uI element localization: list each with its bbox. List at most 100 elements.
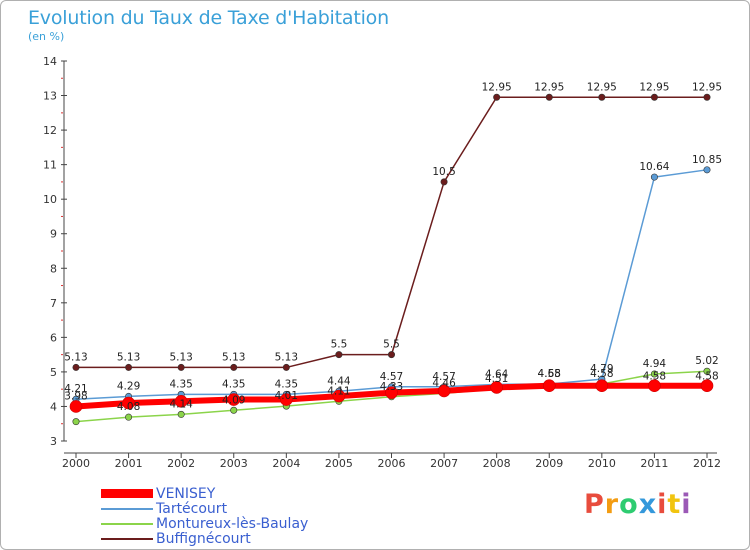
data-label: 4.57 — [432, 371, 455, 383]
data-label: 12.95 — [482, 81, 512, 93]
data-label: 5.02 — [695, 355, 718, 367]
legend-item: Tartécourt — [101, 500, 308, 517]
data-point — [703, 367, 711, 375]
data-label: 12.95 — [692, 81, 722, 93]
y-tick-label: 11 — [43, 159, 57, 172]
data-label: 4.64 — [485, 368, 509, 380]
data-point — [437, 384, 451, 398]
logo-letter: i — [657, 489, 668, 520]
data-point — [387, 351, 395, 359]
data-label: 5.13 — [169, 351, 192, 363]
data-point — [282, 363, 290, 371]
data-point — [125, 363, 133, 371]
logo-letter: r — [604, 489, 620, 520]
y-tick-label: 12 — [43, 124, 57, 137]
legend-swatch — [101, 537, 153, 540]
logo-letter: i — [681, 489, 692, 520]
data-label: 10.85 — [692, 154, 722, 166]
data-label: 4.51 — [485, 373, 508, 385]
data-label: 10.64 — [639, 161, 669, 173]
data-point — [174, 394, 188, 408]
data-label: 5.5 — [331, 339, 348, 351]
data-label: 4.29 — [117, 380, 140, 392]
data-point — [703, 166, 711, 174]
legend-item: Montureux-lès-Baulay — [101, 515, 309, 532]
data-point — [598, 93, 606, 101]
y-tick-label: 3 — [50, 435, 57, 448]
data-point — [227, 393, 241, 406]
data-point — [440, 178, 448, 186]
data-label: 4.33 — [380, 381, 403, 393]
data-label: 4.01 — [275, 390, 298, 402]
data-label: 4.58 — [643, 370, 666, 382]
x-tick-label: 2004 — [272, 457, 300, 470]
data-point — [177, 410, 185, 418]
legend-label: Buffignécourt — [156, 530, 251, 547]
data-label: 4.94 — [643, 358, 667, 370]
data-label: 4.58 — [590, 368, 613, 380]
logo-letter: P — [584, 489, 605, 520]
data-label: 4.35 — [222, 378, 245, 390]
legend-item: Buffignécourt — [101, 530, 308, 547]
legend-swatch — [101, 522, 153, 525]
data-label: 3.98 — [64, 390, 87, 402]
data-point — [542, 379, 556, 393]
data-label: 4.21 — [64, 383, 87, 395]
data-label: 4.35 — [275, 378, 298, 390]
data-label: 12.95 — [587, 81, 617, 93]
data-point — [335, 351, 343, 359]
data-point — [703, 93, 711, 101]
data-label: 4.65 — [538, 368, 561, 380]
y-tick-label: 7 — [50, 297, 57, 310]
x-tick-label: 2009 — [535, 457, 563, 470]
data-label: 4.58 — [538, 368, 561, 380]
logo-letter: x — [638, 489, 658, 520]
data-point — [122, 396, 135, 410]
data-point — [648, 379, 661, 393]
data-point — [230, 363, 238, 371]
legend-item: VENISEY — [101, 485, 308, 502]
y-tick-label: 9 — [50, 228, 57, 241]
x-tick-label: 2006 — [378, 457, 406, 470]
x-tick-label: 2010 — [588, 457, 616, 470]
data-label: 4.44 — [327, 375, 351, 387]
data-label: 12.95 — [534, 81, 564, 93]
data-label: 5.5 — [383, 339, 400, 351]
legend-label: Tartécourt — [156, 500, 228, 517]
data-point — [650, 173, 658, 181]
data-label: 4.57 — [380, 371, 403, 383]
logo-letter: o — [619, 489, 639, 520]
chart-subtitle: (en %) — [28, 30, 65, 43]
y-tick-label: 14 — [43, 55, 57, 68]
y-tick-label: 5 — [50, 366, 57, 379]
data-point — [595, 379, 609, 393]
chart-title: Evolution du Taux de Taxe d'Habitation — [28, 7, 389, 29]
legend-swatch — [101, 489, 153, 498]
data-point — [230, 406, 238, 414]
data-point — [650, 93, 658, 101]
data-label: 4.11 — [327, 385, 350, 397]
data-label: 12.95 — [639, 81, 669, 93]
data-label: 4.14 — [169, 398, 193, 410]
x-tick-label: 2007 — [430, 457, 458, 470]
data-point — [72, 418, 80, 426]
x-tick-label: 2008 — [483, 457, 511, 470]
data-point — [332, 389, 346, 403]
data-label: 4.58 — [695, 370, 718, 382]
line-chart: 3 4 5 6 7 8 9 10 11 12 13 14 2000 2001 2002 2003 2004 200… — [43, 55, 722, 470]
data-label: 5.13 — [64, 351, 87, 363]
x-tick-label: 2005 — [325, 457, 353, 470]
data-point — [385, 386, 398, 399]
data-point — [280, 393, 293, 406]
legend-label: Montureux-lès-Baulay — [156, 515, 309, 532]
x-tick-label: 2011 — [640, 457, 668, 470]
data-point — [545, 93, 553, 101]
data-label: 5.13 — [222, 351, 245, 363]
data-label: 5.13 — [275, 351, 298, 363]
legend-label: VENISEY — [156, 485, 216, 502]
data-point — [650, 370, 658, 378]
x-tick-label: 2012 — [693, 457, 721, 470]
chart-legend: VENISEY Tartécourt Montureux-lès-Baulay Buf… — [101, 485, 309, 547]
y-tick-label: 8 — [50, 262, 57, 275]
